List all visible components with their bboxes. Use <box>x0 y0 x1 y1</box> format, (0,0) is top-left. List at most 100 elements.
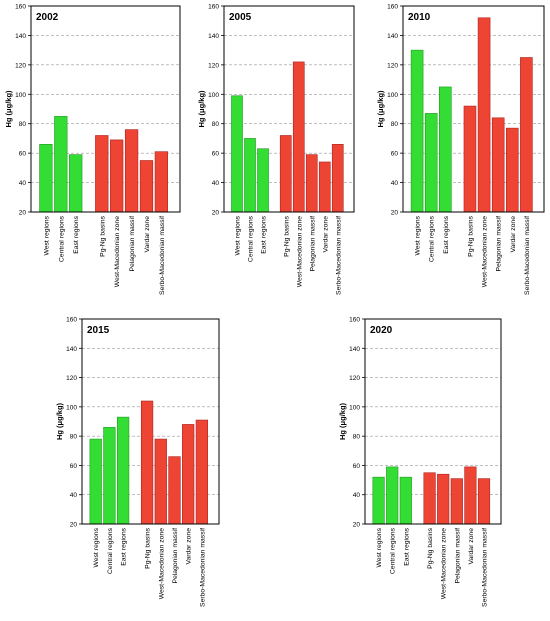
chart-panel-2015: 20 40 60 80 100 120 140 160 2015 Hg (μg/kg) West r… <box>55 317 220 607</box>
bar-east-regions <box>116 416 130 525</box>
y-tick-label: 160 <box>15 4 26 11</box>
bar-vardar-zone <box>182 424 195 525</box>
y-tick-label: 40 <box>19 180 27 187</box>
bar-pelagonian-massif <box>168 456 181 525</box>
plot-frame <box>402 5 545 213</box>
bar-central-regions <box>424 113 438 213</box>
bar-east-regions <box>399 476 412 525</box>
y-tick-label: 80 <box>353 434 361 441</box>
bar-vardar-zone <box>318 161 331 213</box>
x-tick-label: West regions <box>43 215 50 255</box>
x-tick-label: East regions <box>443 215 450 253</box>
bar-pelagonian-massif <box>450 478 463 525</box>
x-tick-label: West-Macedonian zone <box>441 528 448 600</box>
bar-pg-ng-basins <box>423 472 436 525</box>
x-tick-label: West regions <box>93 527 100 567</box>
y-tick-label: 160 <box>208 4 219 11</box>
bar-central-regions <box>244 138 256 213</box>
bar-pg-ng-basins <box>95 135 109 213</box>
bar-serbo-macedonian-massif <box>154 151 169 213</box>
x-tick-label: Central regions <box>429 215 436 262</box>
bar-vardar-zone <box>139 160 154 213</box>
x-tick-label: East regions <box>121 527 128 565</box>
x-tick-label: West-Macedonian zone <box>114 216 121 288</box>
y-tick-label: 160 <box>387 4 398 11</box>
plot-frame <box>30 5 181 213</box>
y-tick-label: 80 <box>391 121 399 128</box>
bar-central-regions <box>386 466 399 525</box>
bar-west-regions <box>89 438 102 525</box>
y-tick-label: 100 <box>66 404 77 411</box>
x-tick-label: Pelagonian massif <box>129 216 136 272</box>
y-tick-label: 120 <box>15 62 26 69</box>
bar-west-macedonian-zone <box>477 17 491 213</box>
y-tick-label: 60 <box>391 151 399 158</box>
chart-panel-2010: 20 40 60 80 100 120 140 160 2010 Hg (μg/kg) West r… <box>376 4 545 295</box>
y-tick-label: 120 <box>66 375 77 382</box>
x-tick-label: Pelagonian massif <box>496 216 503 272</box>
bar-pelagonian-massif <box>124 129 139 213</box>
chart-panel-2020: 20 40 60 80 100 120 140 160 2020 Hg (μg/kg) West r… <box>338 317 502 607</box>
x-tick-label: Vardar zone <box>144 216 151 253</box>
bar-east-regions <box>69 154 83 213</box>
bar-west-macedonian-zone <box>292 61 305 213</box>
y-tick-label: 60 <box>70 463 78 470</box>
chart-panel-2002: 20 40 60 80 100 120 140 160 2002 Hg (μg/kg) West r… <box>4 4 181 295</box>
panel-title: 2005 <box>229 12 252 23</box>
x-tick-label: Vardar zone <box>510 216 517 253</box>
y-tick-label: 60 <box>212 151 220 158</box>
x-tick-label: Central regions <box>390 527 397 574</box>
x-tick-label: Pg-Ng basins <box>145 527 152 568</box>
y-axis-label: Hg (μg/kg) <box>197 90 206 128</box>
y-tick-label: 40 <box>353 492 361 499</box>
panel-title: 2010 <box>408 12 431 23</box>
panel-title: 2002 <box>36 12 59 23</box>
bar-west-regions <box>231 95 243 213</box>
y-tick-label: 20 <box>70 522 78 529</box>
x-tick-label: West regions <box>235 215 242 255</box>
plot-frame <box>364 318 502 525</box>
y-tick-label: 140 <box>387 33 398 40</box>
x-tick-label: East regions <box>403 527 410 565</box>
y-tick-label: 20 <box>353 522 361 529</box>
bar-pelagonian-massif <box>491 117 505 213</box>
x-tick-label: Vardar zone <box>186 528 193 565</box>
bar-east-regions <box>257 148 269 213</box>
y-tick-label: 40 <box>212 180 220 187</box>
x-tick-label: Serbo-Macedonian massif <box>482 528 489 607</box>
y-tick-label: 100 <box>208 92 219 99</box>
y-tick-label: 120 <box>208 62 219 69</box>
chart-panel-2005: 20 40 60 80 100 120 140 160 2005 Hg (μg/kg) West r… <box>197 4 355 295</box>
x-tick-label: Pg-Ng basins <box>283 215 290 256</box>
x-tick-label: Serbo-Macedonian massif <box>199 528 206 607</box>
y-tick-label: 60 <box>353 463 361 470</box>
bar-west-regions <box>39 144 53 213</box>
bar-east-regions <box>439 86 452 213</box>
panel-title: 2020 <box>370 325 393 336</box>
y-axis-label: Hg (μg/kg) <box>55 402 64 440</box>
y-tick-label: 120 <box>349 375 360 382</box>
x-tick-label: Central regions <box>248 215 255 262</box>
bar-vardar-zone <box>464 466 477 525</box>
bar-serbo-macedonian-massif <box>331 144 344 213</box>
y-tick-label: 140 <box>349 346 360 353</box>
bar-west-regions <box>410 49 424 213</box>
x-tick-label: West-Macedonian zone <box>158 528 165 600</box>
x-tick-label: Pg-Ng basins <box>427 527 434 568</box>
x-tick-label: Serbo-Macedonian massif <box>159 216 166 295</box>
plot-frame <box>223 5 355 213</box>
y-axis-label: Hg (μg/kg) <box>376 90 385 128</box>
plot-frame <box>81 318 220 525</box>
x-tick-label: Central regions <box>107 527 114 574</box>
y-tick-label: 60 <box>19 151 27 158</box>
x-tick-label: West-Macedonian zone <box>482 216 489 288</box>
panel-title: 2015 <box>87 325 110 336</box>
y-tick-label: 100 <box>387 92 398 99</box>
y-tick-label: 140 <box>15 33 26 40</box>
y-tick-label: 120 <box>387 62 398 69</box>
x-tick-label: East regions <box>73 215 80 253</box>
x-tick-label: Vardar zone <box>468 528 475 565</box>
y-tick-label: 40 <box>70 492 78 499</box>
x-tick-label: East regions <box>261 215 268 253</box>
y-tick-label: 80 <box>70 434 78 441</box>
